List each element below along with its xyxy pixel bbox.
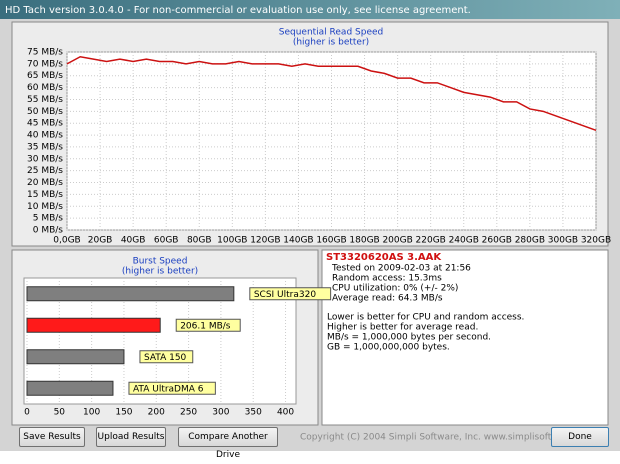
bar-label: 206.1 MB/s <box>180 321 231 331</box>
y-tick-label: 60 MB/s <box>27 83 63 93</box>
x-tick-label: 320GB <box>581 236 611 246</box>
burst-bar <box>26 317 161 333</box>
x-tick-label: 40GB <box>121 236 146 246</box>
y-tick-label: 5 MB/s <box>33 214 64 224</box>
x-tick-label: 350 <box>245 408 262 418</box>
label-box <box>139 350 194 364</box>
y-tick-label: 75 MB/s <box>27 48 63 58</box>
y-tick-label: 10 MB/s <box>27 202 63 212</box>
compare-button[interactable]: Compare Another Drive <box>178 427 278 460</box>
x-tick-label: 300 <box>212 408 229 418</box>
y-tick-label: 15 MB/s <box>27 190 63 200</box>
label-box <box>128 381 216 395</box>
x-tick-label: 250 <box>180 408 197 418</box>
y-tick-label: 65 MB/s <box>27 71 63 81</box>
window: HD Tach version 3.0.4.0 - For non-commer… <box>0 0 620 451</box>
y-tick-label: 35 MB/s <box>27 142 63 152</box>
detail-line: Average read: 64.3 MB/s <box>332 294 443 304</box>
note-line: GB = 1,000,000,000 bytes. <box>327 343 450 353</box>
note-line: Higher is better for average read. <box>327 323 478 333</box>
y-tick-label: 50 MB/s <box>27 107 63 117</box>
x-tick-label: 80GB <box>187 236 212 246</box>
read-plot <box>66 51 597 231</box>
drive-name: ST3320620AS 3.AAK <box>326 252 442 263</box>
detail-line: CPU utilization: 0% (+/- 2%) <box>332 284 458 294</box>
info-panel <box>321 249 609 426</box>
y-tick-label: 0 MB/s <box>33 226 64 236</box>
y-tick-label: 45 MB/s <box>27 119 63 129</box>
burst-bar <box>26 349 125 365</box>
x-tick-label: 120GB <box>250 236 280 246</box>
x-tick-label: 150 <box>115 408 132 418</box>
x-tick-label: 60GB <box>154 236 179 246</box>
x-tick-label: 260GB <box>482 236 512 246</box>
note-line: MB/s = 1,000,000 bytes per second. <box>327 333 491 343</box>
x-tick-label: 220GB <box>416 236 446 246</box>
x-tick-label: 50 <box>54 408 66 418</box>
label-box <box>249 287 332 301</box>
y-tick-label: 25 MB/s <box>27 166 63 176</box>
x-tick-label: 140GB <box>283 236 313 246</box>
read-title: Sequential Read Speed <box>279 28 384 38</box>
bar-label: SATA 150 <box>144 353 187 363</box>
copyright: Copyright (C) 2004 Simpli Software, Inc.… <box>300 433 595 443</box>
x-tick-label: 240GB <box>449 236 479 246</box>
y-tick-label: 30 MB/s <box>27 154 63 164</box>
y-tick-label: 20 MB/s <box>27 178 63 188</box>
x-tick-label: 160GB <box>316 236 346 246</box>
window-title: HD Tach version 3.0.4.0 - For non-commer… <box>5 5 471 16</box>
done-button[interactable]: Done <box>551 427 609 447</box>
x-tick-label: 280GB <box>515 236 545 246</box>
x-tick-label: 200GB <box>382 236 412 246</box>
upload-button[interactable]: Upload Results <box>96 427 166 447</box>
x-tick-label: 400 <box>277 408 294 418</box>
y-tick-label: 40 MB/s <box>27 131 63 141</box>
burst-title: Burst Speed <box>133 257 188 267</box>
note-line: Lower is better for CPU and random acces… <box>327 313 524 323</box>
x-tick-label: 0 <box>24 408 30 418</box>
label-box <box>175 318 241 332</box>
bar-label: ATA UltraDMA 6 <box>133 384 204 394</box>
title-bar <box>0 0 620 19</box>
x-tick-label: 300GB <box>548 236 578 246</box>
burst-bar <box>26 380 114 396</box>
x-tick-label: 100GB <box>217 236 247 246</box>
read-subtitle: (higher is better) <box>293 38 369 48</box>
burst-subtitle: (higher is better) <box>122 267 198 277</box>
detail-line: Tested on 2009-02-03 at 21:56 <box>331 264 471 274</box>
y-tick-label: 55 MB/s <box>27 95 63 105</box>
save-button[interactable]: Save Results <box>19 427 85 447</box>
x-tick-label: 180GB <box>349 236 379 246</box>
x-tick-label: 100 <box>83 408 100 418</box>
burst-bar <box>26 286 235 302</box>
x-tick-label: 0,0GB <box>53 236 80 246</box>
detail-line: Random access: 15.3ms <box>332 274 442 284</box>
bar-label: SCSI Ultra320 <box>254 290 317 300</box>
y-tick-label: 70 MB/s <box>27 59 63 69</box>
x-tick-label: 200 <box>148 408 165 418</box>
read-line <box>66 55 597 132</box>
x-tick-label: 20GB <box>88 236 113 246</box>
